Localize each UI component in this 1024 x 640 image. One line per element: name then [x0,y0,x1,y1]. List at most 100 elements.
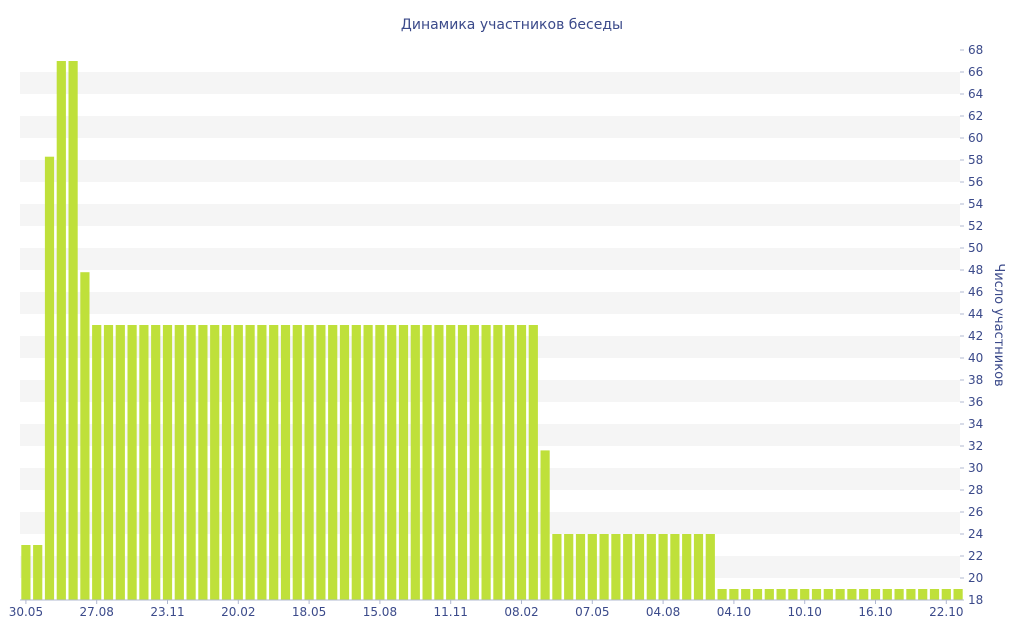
grid-band [20,248,960,270]
bar [670,534,680,600]
bar [162,325,173,600]
grid-band [20,292,960,314]
bar [68,61,78,600]
bar [257,325,267,600]
bar [44,156,55,600]
bar [221,325,232,600]
bar [575,534,586,600]
bar [516,325,527,600]
y-tick-label: 28 [968,483,983,497]
bar [800,589,810,600]
bar [434,325,444,600]
bar [328,325,338,600]
grid-band [20,72,960,94]
bar [375,325,385,600]
y-tick-label: 18 [968,593,983,607]
bar [127,325,137,600]
bar [929,589,940,600]
bar [717,589,727,600]
y-axis-ticks: 18 20 22 24 26 28 30 32 34 36 38 40 42 44 46 48 50 52 54 56… [960,43,983,607]
bar [80,272,90,600]
bar [446,325,456,600]
x-tick-label: 15.08 [363,605,397,619]
y-tick-label: 62 [968,109,983,123]
bar [587,534,597,600]
bar [139,325,149,600]
y-tick-label: 42 [968,329,983,343]
chart-title: Динамика участников беседы [401,17,623,33]
bars [21,61,963,600]
bar [316,325,326,600]
bar [198,325,208,600]
x-tick-label: 27.08 [80,605,114,619]
y-tick-label: 58 [968,153,983,167]
bar [174,325,184,600]
y-tick-label: 44 [968,307,983,321]
y-tick-label: 38 [968,373,983,387]
bar [906,589,916,600]
x-axis-ticks: 30.05 27.08 23.11 20.02 18.05 15.08 11.11 08.02… [9,600,963,619]
y-tick-label: 34 [968,417,983,431]
bar [623,534,633,600]
y-tick-label: 68 [968,43,983,57]
bar [422,325,432,600]
y-tick-label: 64 [968,87,983,101]
bar [894,589,904,600]
bar [387,325,397,600]
x-tick-label: 08.02 [504,605,538,619]
bar [92,325,102,600]
bar [56,61,66,600]
bar [304,325,314,600]
bar [658,534,668,600]
bar [870,589,881,600]
bar [245,325,255,600]
bar [882,589,892,600]
x-tick-label: 04.08 [646,605,680,619]
bar [528,325,538,600]
bar [776,589,786,600]
y-tick-label: 52 [968,219,983,233]
bar [764,589,774,600]
x-tick-label: 07.05 [575,605,609,619]
bar [564,534,574,600]
bar [599,534,609,600]
bar [469,325,479,600]
y-tick-label: 54 [968,197,983,211]
bar [292,325,302,600]
bar [941,589,951,600]
y-tick-label: 46 [968,285,983,299]
x-tick-label: 10.10 [788,605,822,619]
grid-band [20,116,960,138]
bar [847,589,857,600]
x-tick-label: 04.10 [717,605,751,619]
bar [186,325,196,600]
bar [103,325,114,600]
x-tick-label: 11.11 [434,605,468,619]
x-tick-label: 16.10 [858,605,892,619]
bar [682,534,692,600]
bar [233,325,243,600]
x-tick-label: 22.10 [929,605,963,619]
bar [505,325,515,600]
y-tick-label: 24 [968,527,983,541]
bar [410,325,420,600]
x-tick-label: 20.02 [221,605,255,619]
bar [363,325,373,600]
y-tick-label: 56 [968,175,983,189]
bar [540,450,550,600]
bar [611,534,621,600]
bar [741,589,751,600]
bar [788,589,798,600]
bar [729,589,739,600]
y-tick-label: 60 [968,131,983,145]
bar [339,325,350,600]
bar [835,589,845,600]
y-tick-label: 20 [968,571,983,585]
bar [823,589,833,600]
bar [21,545,31,600]
bar [398,325,409,600]
bar [634,534,645,600]
bar [457,325,468,600]
x-tick-label: 18.05 [292,605,326,619]
